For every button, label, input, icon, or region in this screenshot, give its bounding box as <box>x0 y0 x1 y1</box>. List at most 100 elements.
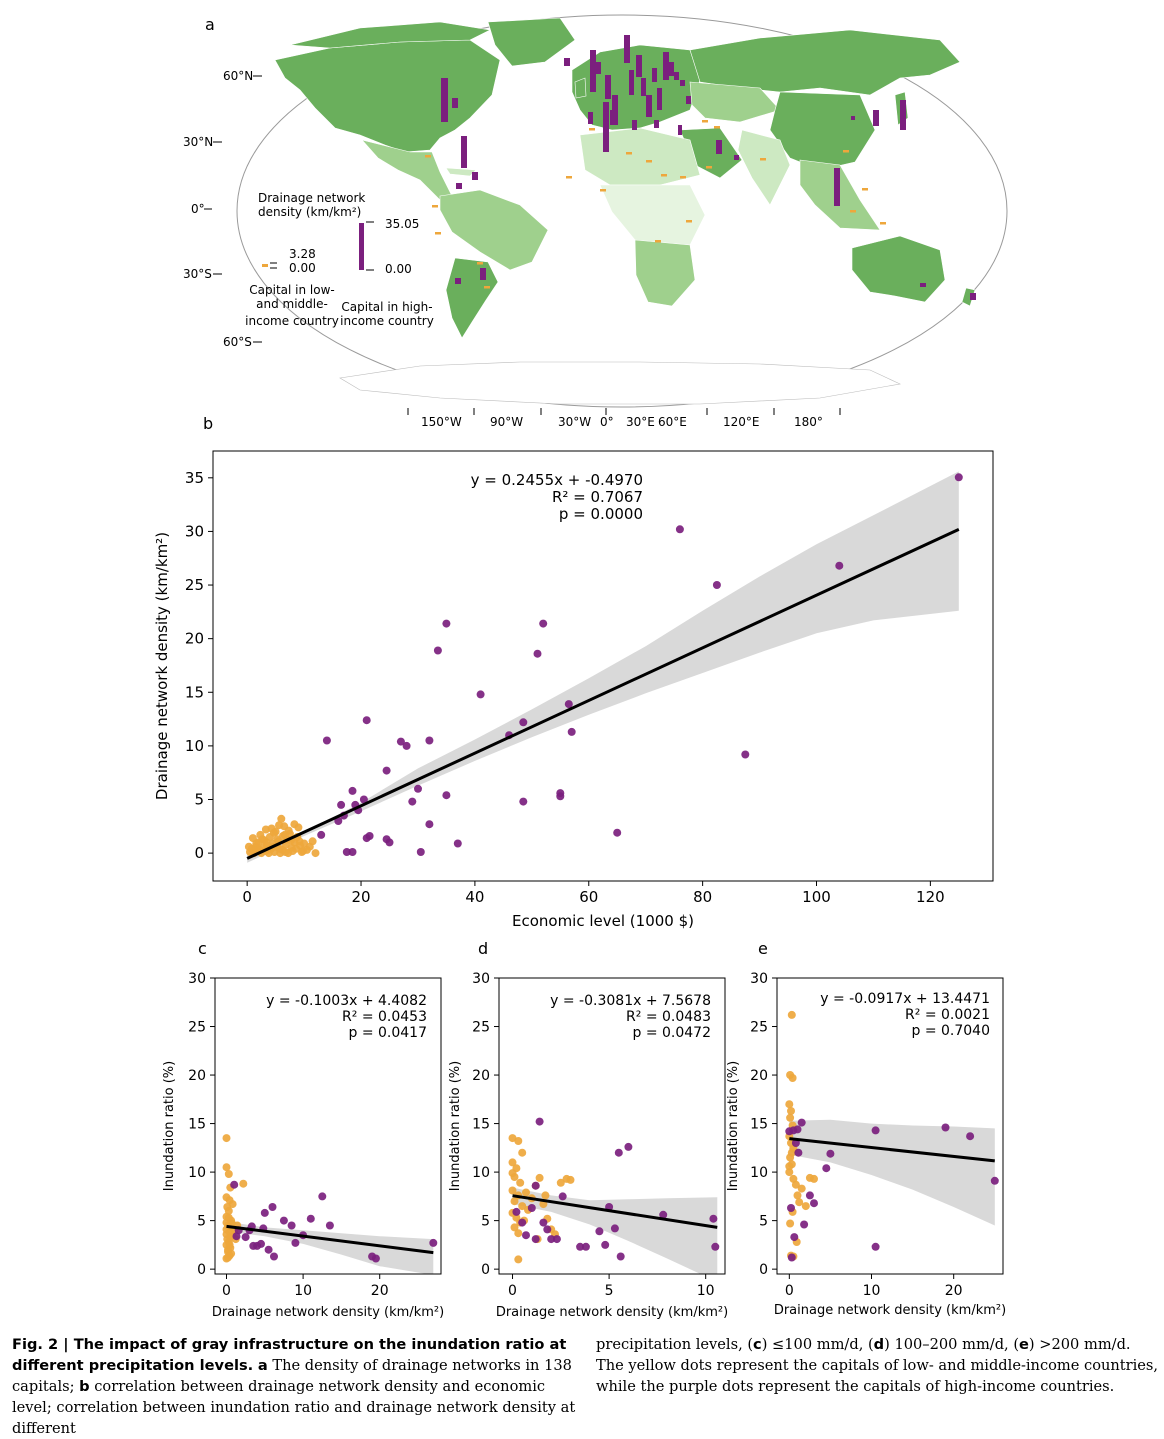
y-tick-label: 25 <box>472 1020 490 1036</box>
x-tick-label: 0 <box>242 888 252 906</box>
capital-bar-low-income <box>686 220 692 223</box>
regression-annotation: p = 0.0000 <box>559 505 643 523</box>
chart-e: 0 10 20 0 5 10 15 20 25 30 Drainage network densit… <box>726 971 1006 1318</box>
capital-bar-low-income <box>843 150 849 153</box>
capital-bar-low-income <box>626 152 632 155</box>
capital-bar-low-income <box>655 240 661 243</box>
data-point-low-income <box>222 1163 231 1172</box>
legend-high-label: Capital in high- <box>341 300 432 314</box>
x-tick-label: 40 <box>465 888 484 906</box>
capital-bar-high-income <box>588 112 593 124</box>
x-tick-label: 10 <box>697 1283 715 1299</box>
capital-bar-high-income <box>652 68 657 82</box>
data-point-low-income <box>786 1113 795 1122</box>
data-point-low-income <box>222 1134 231 1143</box>
greenland-land <box>487 17 576 67</box>
data-point-high-income <box>257 1239 265 1248</box>
data-point-high-income <box>547 1235 556 1244</box>
data-point-high-income <box>230 1180 239 1189</box>
y-tick-label: 35 <box>185 469 204 487</box>
plot-frame <box>776 977 1004 1275</box>
data-point-high-income <box>264 1245 273 1254</box>
panel-c-letter: c <box>198 939 207 958</box>
plot-frame <box>498 977 726 1275</box>
data-point-high-income <box>531 1181 540 1190</box>
regression-annotation: R² = 0.7067 <box>552 488 643 506</box>
legend-low-bar <box>262 264 268 267</box>
data-point-low-income <box>514 1255 523 1264</box>
data-point-low-income <box>508 1186 517 1195</box>
capital-bar-low-income <box>425 155 431 158</box>
data-point-low-income <box>222 1218 231 1227</box>
lon-label: 60°E <box>658 415 687 429</box>
caption-column-2: precipitation levels, (c) ≤100 mm/d, (d)… <box>596 1334 1162 1397</box>
data-point-high-income <box>567 727 576 736</box>
chart-d: 0 5 10 0 5 10 15 20 25 30 Drainage network density… <box>448 971 728 1320</box>
caption-col2-pre: precipitation levels, ( <box>596 1336 754 1353</box>
capital-bar-low-income <box>435 232 441 235</box>
data-point-high-income <box>241 1233 250 1242</box>
confidence-band <box>247 471 959 863</box>
data-point-high-income <box>966 1132 975 1141</box>
capital-bar-high-income <box>632 120 637 130</box>
data-point-high-income <box>337 800 346 809</box>
data-point-low-income <box>295 837 304 846</box>
india-land <box>737 129 791 206</box>
y-tick-label: 5 <box>194 791 204 809</box>
capital-bar-high-income <box>970 293 976 300</box>
capital-bar-low-income <box>646 160 652 163</box>
confidence-band <box>789 1119 995 1226</box>
y-tick-label: 5 <box>759 1214 768 1230</box>
capital-bar-high-income <box>716 140 722 154</box>
data-point-high-income <box>287 1221 296 1230</box>
figure-canvas: a 60°N <box>153 14 1008 1320</box>
caption-c-text: ) ≤100 mm/d, ( <box>761 1336 874 1353</box>
y-tick-label: 10 <box>472 1165 490 1181</box>
capital-bar-high-income <box>636 55 642 77</box>
data-point-high-income <box>522 1231 530 1240</box>
caribbean-land <box>445 167 477 177</box>
data-point-low-income <box>508 1169 517 1178</box>
regression-annotation: y = 0.2455x + -0.4970 <box>471 471 643 489</box>
capital-bar-low-income <box>484 286 490 289</box>
data-point-high-income <box>385 838 394 847</box>
y-axis-label: Inundation ratio (%) <box>162 1061 177 1191</box>
data-point-low-income <box>228 1200 237 1209</box>
lon-label: 180° <box>794 415 823 429</box>
capital-bar-high-income <box>873 110 879 126</box>
data-point-high-income <box>396 737 405 746</box>
map-legend: Drainage network density (km/km²) 3.28 0… <box>245 191 434 328</box>
data-point-high-income <box>543 1225 552 1234</box>
data-point-high-income <box>270 1252 278 1261</box>
capital-bar-high-income <box>455 278 461 284</box>
data-point-low-income <box>299 847 307 855</box>
capital-bar-low-income <box>477 262 483 265</box>
data-point-low-income <box>514 1229 523 1238</box>
data-point-high-income <box>871 1126 880 1135</box>
regression-annotation: y = -0.3081x + 7.5678 <box>550 993 711 1009</box>
capital-bar-low-income <box>702 120 708 123</box>
y-tick-label: 20 <box>472 1068 490 1084</box>
data-point-low-income <box>311 849 320 858</box>
data-point-high-income <box>822 1164 831 1173</box>
regression-line <box>789 1137 995 1163</box>
regression-annotation: y = -0.0917x + 13.4471 <box>820 991 990 1007</box>
data-point-high-income <box>790 1233 799 1242</box>
y-tick-label: 20 <box>188 1068 206 1084</box>
data-point-low-income <box>791 1180 800 1189</box>
caption-column-1: Fig. 2 | The impact of gray infrastructu… <box>12 1334 578 1439</box>
capital-bar-low-income <box>566 176 572 179</box>
legend-high-min: 0.00 <box>385 262 412 276</box>
capital-bar-high-income <box>663 52 669 80</box>
caption-a-letter: a <box>257 1357 268 1374</box>
lon-label: 0° <box>600 415 614 429</box>
data-point-high-income <box>558 1192 567 1201</box>
capital-bar-high-income <box>629 70 634 95</box>
capital-bar-high-income <box>680 80 685 86</box>
data-point-low-income <box>787 1107 795 1115</box>
capital-bar-high-income <box>834 168 840 206</box>
data-point-high-income <box>342 848 351 856</box>
data-point-low-income <box>785 1100 794 1109</box>
data-point-high-income <box>382 766 391 775</box>
x-tick-label: 100 <box>802 888 831 906</box>
